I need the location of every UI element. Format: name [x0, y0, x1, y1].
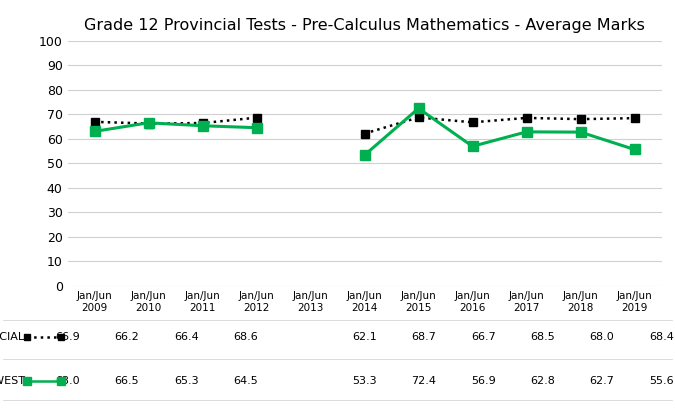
Text: 64.5: 64.5 [234, 377, 258, 386]
Text: 68.7: 68.7 [412, 332, 436, 341]
PARK WEST [252, 125, 261, 130]
Text: 68.4: 68.4 [649, 332, 674, 341]
Text: PARK WEST: PARK WEST [0, 377, 25, 386]
Text: 56.9: 56.9 [471, 377, 495, 386]
Title: Grade 12 Provincial Tests - Pre-Calculus Mathematics - Average Marks: Grade 12 Provincial Tests - Pre-Calculus… [84, 18, 645, 33]
Text: PROVINCIAL: PROVINCIAL [0, 332, 25, 341]
Text: 66.5: 66.5 [115, 377, 139, 386]
Text: 66.7: 66.7 [471, 332, 495, 341]
Text: 68.5: 68.5 [531, 332, 555, 341]
Line: PROVINCIAL: PROVINCIAL [90, 114, 261, 127]
Text: 66.4: 66.4 [174, 332, 198, 341]
Text: 55.6: 55.6 [649, 377, 674, 386]
PROVINCIAL [90, 120, 99, 124]
PROVINCIAL [144, 121, 153, 126]
Text: 65.3: 65.3 [174, 377, 198, 386]
Text: 62.1: 62.1 [352, 332, 377, 341]
PARK WEST [198, 123, 207, 128]
Text: 62.7: 62.7 [590, 377, 614, 386]
PARK WEST [90, 129, 99, 134]
Line: PARK WEST: PARK WEST [90, 118, 261, 136]
Text: 68.0: 68.0 [590, 332, 614, 341]
Text: 53.3: 53.3 [352, 377, 377, 386]
PROVINCIAL [252, 115, 261, 120]
Text: 68.6: 68.6 [234, 332, 258, 341]
Text: 63.0: 63.0 [55, 377, 80, 386]
PARK WEST [144, 120, 153, 125]
Text: 72.4: 72.4 [411, 377, 437, 386]
Text: 66.2: 66.2 [115, 332, 139, 341]
PROVINCIAL [198, 121, 207, 126]
Text: 62.8: 62.8 [531, 377, 555, 386]
Text: 66.9: 66.9 [55, 332, 80, 341]
